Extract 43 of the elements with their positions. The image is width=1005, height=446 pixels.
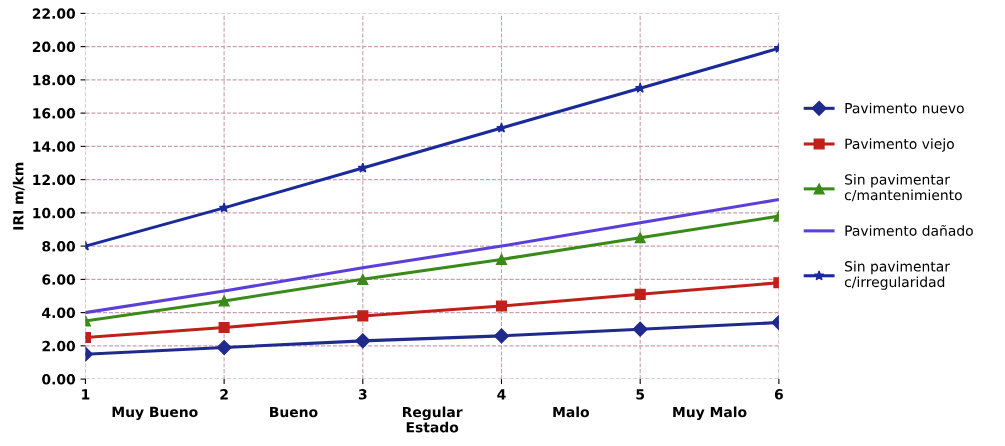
point bbox=[634, 232, 646, 244]
text: Regular bbox=[402, 406, 463, 421]
y-tick-label: 16.00 bbox=[33, 108, 76, 119]
text: Bueno bbox=[270, 406, 318, 418]
point bbox=[493, 328, 510, 344]
point bbox=[218, 322, 230, 334]
legend-label: Sin pavimentar c/mantenimiento bbox=[844, 173, 962, 202]
legend-label: Pavimento viejo bbox=[845, 138, 954, 152]
x-tick-label: 1 bbox=[82, 389, 90, 400]
y-tick-label: 8.00 bbox=[42, 241, 76, 252]
x-tick-label: 3 bbox=[358, 389, 367, 400]
y-tick-label: 14.00 bbox=[33, 141, 76, 152]
y-tick-label: 2.00 bbox=[42, 340, 76, 352]
legend-label: Pavimento nuevo bbox=[845, 102, 964, 114]
point bbox=[357, 273, 369, 285]
y-tick-label: 20.00 bbox=[32, 41, 76, 53]
point bbox=[634, 288, 646, 300]
y-tick-label: 12.00 bbox=[33, 174, 76, 186]
point bbox=[218, 295, 230, 307]
legend-label: Pavimento dañado bbox=[845, 224, 973, 236]
x-axis-title: Estado bbox=[406, 421, 459, 433]
point bbox=[495, 253, 508, 265]
y-tick-label: 0.00 bbox=[42, 374, 76, 385]
point bbox=[216, 339, 232, 356]
x-tick-label: 5 bbox=[636, 389, 645, 400]
x-tick-label: 4 bbox=[497, 389, 506, 400]
y-tick-label: 22.00 bbox=[32, 8, 76, 19]
point bbox=[357, 310, 369, 322]
text: Muy Malo bbox=[673, 406, 747, 421]
text: Malo bbox=[553, 406, 589, 418]
y-tick-label: 4.00 bbox=[42, 307, 76, 319]
point bbox=[495, 300, 508, 312]
x-tick-label: 2 bbox=[220, 389, 228, 400]
y-axis-title: IRI m/km bbox=[12, 162, 25, 230]
x-tick-label: 6 bbox=[774, 389, 783, 400]
legend-label: Sin pavimentar c/irregularidad bbox=[844, 260, 950, 290]
point bbox=[632, 321, 648, 337]
y-tick-label: 6.00 bbox=[42, 274, 76, 285]
text: Muy Bueno bbox=[112, 406, 198, 420]
point bbox=[496, 122, 507, 133]
y-tick-label: 10.00 bbox=[33, 207, 76, 219]
point bbox=[355, 333, 371, 349]
y-tick-label: 18.00 bbox=[33, 74, 76, 86]
